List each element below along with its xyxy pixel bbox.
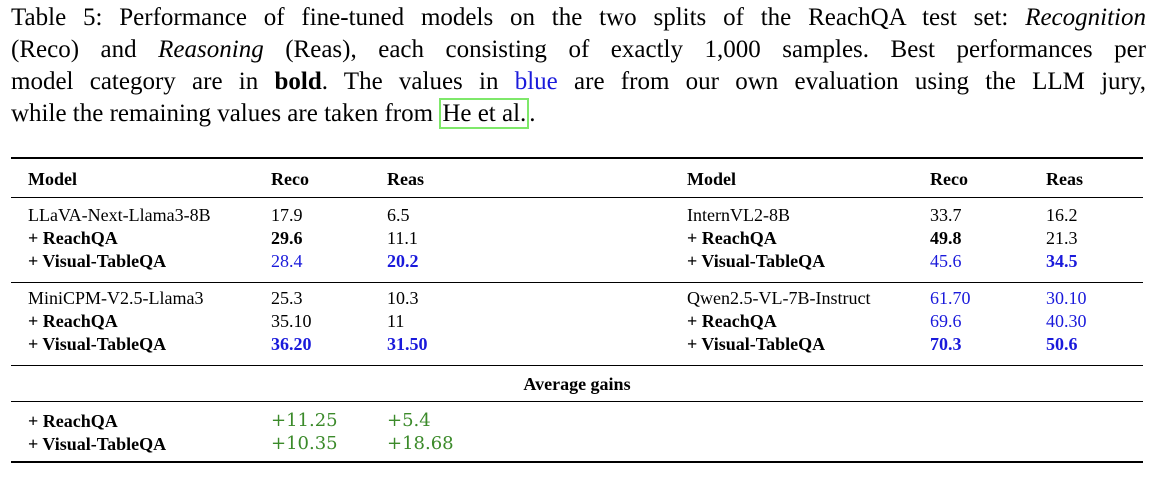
- table-cell-reco: 29.6: [271, 228, 303, 248]
- header-model-left: Model: [28, 169, 77, 189]
- table-cell-reco: 70.3: [930, 334, 962, 354]
- table-cell-reas: 6.5: [387, 205, 410, 225]
- table-cell-reco: 45.6: [930, 251, 962, 271]
- table-cell-reas: 21.3: [1046, 228, 1078, 248]
- table-cell-model: + ReachQA: [687, 311, 777, 331]
- caption-line-1: Table 5: Performance of fine-tuned model…: [11, 2, 1146, 34]
- table-cell-model: InternVL2-8B: [687, 205, 790, 225]
- table-cell-model: + ReachQA: [28, 228, 118, 248]
- caption-text: Table 5: Performance of fine-tuned model…: [11, 4, 1026, 31]
- table-cell-reas: 50.6: [1046, 334, 1078, 354]
- caption-blue-word: blue: [514, 68, 558, 95]
- group-separator-rule: [11, 282, 1143, 283]
- caption-text: model category are in: [11, 68, 275, 95]
- table-cell-reas: 11: [387, 311, 405, 331]
- header-reco-right: Reco: [930, 169, 968, 189]
- table-cell-model: Qwen2.5-VL-7B-Instruct: [687, 288, 871, 308]
- caption-line-4: while the remaining values are taken fro…: [11, 98, 1146, 130]
- citation-link[interactable]: He et al.: [439, 98, 530, 129]
- header-reas-left: Reas: [387, 169, 424, 189]
- table-cell-model: LLaVA-Next-Llama3-8B: [28, 205, 211, 225]
- table-cell-reco: 28.4: [271, 251, 303, 271]
- table-cell-model: + Visual-TableQA: [28, 251, 167, 271]
- caption-text: are from our own evaluation using the LL…: [557, 68, 1146, 95]
- header-reco-left: Reco: [271, 169, 309, 189]
- table-cell-model: MiniCPM-V2.5-Llama3: [28, 288, 204, 308]
- caption-text: . The values in: [321, 68, 515, 95]
- table-cell-model: + Visual-TableQA: [687, 334, 826, 354]
- caption-italic-reasoning: Reasoning: [158, 36, 264, 63]
- table-cell-reco: 25.3: [271, 288, 303, 308]
- gains-cell-model: + Visual-TableQA: [28, 434, 167, 454]
- gains-header-rule: [11, 401, 1143, 402]
- table-cell-reas: 20.2: [387, 251, 419, 271]
- table-cell-reco: 36.20: [271, 334, 312, 354]
- caption-text: while the remaining values are taken fro…: [11, 100, 440, 127]
- table-cell-model: + Visual-TableQA: [687, 251, 826, 271]
- caption-line-2: (Reco) and Reasoning (Reas), each consis…: [11, 34, 1146, 66]
- table-cell-reas: 11.1: [387, 228, 418, 248]
- gains-cell-reco: +10.35: [271, 433, 338, 454]
- table-cell-reas: 10.3: [387, 288, 419, 308]
- gains-cell-model: + ReachQA: [28, 411, 118, 431]
- table-cell-reas: 16.2: [1046, 205, 1078, 225]
- gains-cell-reas: +5.4: [387, 410, 431, 431]
- table-cell-reco: 49.8: [930, 228, 962, 248]
- table-caption: Table 5: Performance of fine-tuned model…: [11, 2, 1146, 130]
- table-cell-model: + ReachQA: [28, 311, 118, 331]
- header-model-right: Model: [687, 169, 736, 189]
- table-cell-reco: 35.10: [271, 311, 312, 331]
- table-cell-reco: 69.6: [930, 311, 962, 331]
- table-cell-model: + Visual-TableQA: [28, 334, 167, 354]
- table-cell-reas: 40.30: [1046, 311, 1087, 331]
- table-cell-reas: 34.5: [1046, 251, 1078, 271]
- table-cell-reco: 33.7: [930, 205, 962, 225]
- table-cell-reas: 30.10: [1046, 288, 1087, 308]
- caption-text: .: [529, 100, 536, 127]
- gains-cell-reco: +11.25: [271, 410, 338, 431]
- table-cell-reco: 17.9: [271, 205, 303, 225]
- gains-top-rule: [11, 365, 1143, 366]
- gains-cell-reas: +18.68: [387, 433, 454, 454]
- header-reas-right: Reas: [1046, 169, 1083, 189]
- average-gains-title: Average gains: [523, 374, 631, 394]
- table-bottom-rule: [11, 461, 1143, 463]
- table-cell-model: + ReachQA: [687, 228, 777, 248]
- caption-italic-recognition: Recognition: [1025, 4, 1146, 31]
- caption-line-3: model category are in bold. The values i…: [11, 66, 1146, 98]
- table-cell-reas: 31.50: [387, 334, 428, 354]
- table-top-rule: [11, 157, 1143, 159]
- caption-bold-word: bold: [274, 68, 322, 95]
- caption-text: (Reas), each consisting of exactly 1,000…: [263, 36, 1146, 63]
- header-rule: [11, 197, 1143, 198]
- table-cell-reco: 61.70: [930, 288, 971, 308]
- caption-text: (Reco) and: [11, 36, 159, 63]
